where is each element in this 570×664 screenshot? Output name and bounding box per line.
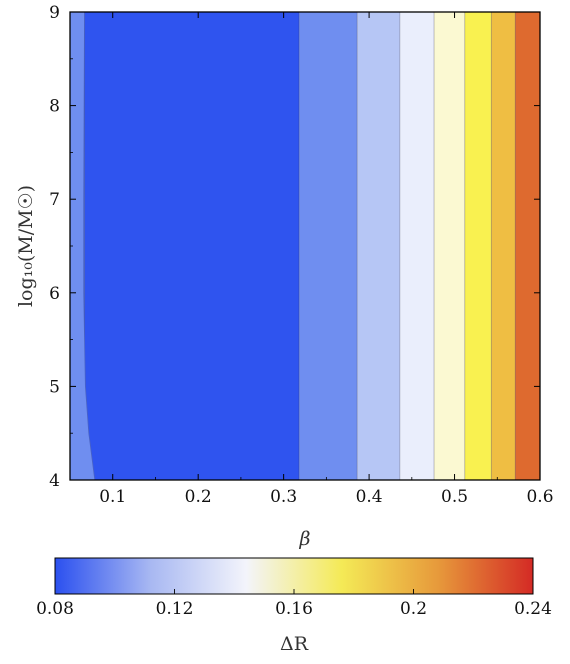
colorbar-label: ΔR bbox=[280, 633, 309, 655]
contour-band-9 bbox=[515, 12, 540, 480]
colorbar bbox=[54, 557, 534, 595]
contour-band-6 bbox=[434, 12, 465, 480]
x-tick-label: 0.3 bbox=[270, 487, 297, 507]
y-tick-label: 6 bbox=[49, 284, 60, 304]
x-tick-label: 0.4 bbox=[356, 487, 383, 507]
contour-band-8 bbox=[491, 12, 516, 480]
contour-band-edge bbox=[70, 12, 95, 480]
y-axis-label-group: log₁₀(M/M☉) bbox=[15, 185, 37, 307]
colorbar-tick-label: 0.24 bbox=[514, 599, 552, 619]
contour-band-2 bbox=[84, 12, 300, 480]
x-ticks: 0.1 0.2 0.3 0.4 0.5 0.6 bbox=[69, 12, 554, 507]
colorbar-tick-label: 0.12 bbox=[156, 599, 194, 619]
x-tick-label: 0.2 bbox=[185, 487, 212, 507]
y-axis-label: log₁₀(M/M☉) bbox=[15, 185, 37, 307]
y-ticks: 4 5 6 7 8 9 bbox=[49, 3, 540, 491]
y-tick-label: 5 bbox=[49, 377, 60, 397]
contour-band-5 bbox=[399, 12, 435, 480]
colorbar-tick-label: 0.08 bbox=[36, 599, 74, 619]
y-tick-label: 8 bbox=[49, 97, 60, 117]
colorbar-tick-label: 0.16 bbox=[275, 599, 313, 619]
x-tick-label: 0.5 bbox=[441, 487, 468, 507]
contour-bands bbox=[70, 12, 540, 480]
colorbar-ticks: 0.08 0.12 0.16 0.2 0.24 bbox=[36, 589, 552, 619]
contour-band-3 bbox=[299, 12, 358, 480]
contour-band-4 bbox=[357, 12, 400, 480]
x-tick-label: 0.1 bbox=[99, 487, 126, 507]
y-tick-label: 4 bbox=[49, 471, 60, 491]
contour-boundary-curve bbox=[83, 11, 96, 481]
colorbar-tick-label: 0.2 bbox=[400, 599, 427, 619]
y-tick-label: 9 bbox=[49, 3, 60, 23]
x-tick-label: 0.6 bbox=[526, 487, 553, 507]
x-axis-label: β bbox=[299, 528, 311, 550]
contour-band-7 bbox=[464, 12, 492, 480]
y-tick-label: 7 bbox=[49, 190, 60, 210]
